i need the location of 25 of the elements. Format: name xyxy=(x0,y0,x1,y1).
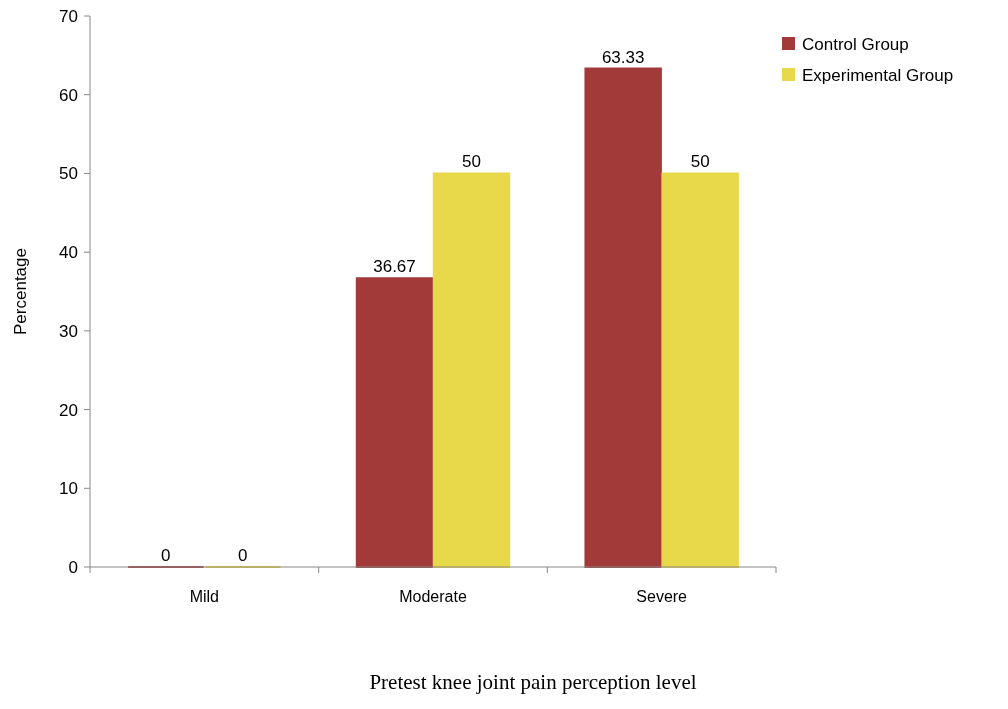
y-tick-label: 0 xyxy=(68,557,78,577)
y-tick-label: 60 xyxy=(59,85,78,105)
y-tick-label: 40 xyxy=(59,243,78,263)
y-tick-label: 30 xyxy=(59,321,78,341)
legend-label: Control Group xyxy=(802,34,909,54)
y-tick-label: 20 xyxy=(59,400,78,420)
data-label: 63.33 xyxy=(601,47,645,67)
x-axis-title: Pretest knee joint pain perception level xyxy=(369,670,697,694)
y-tick-label: 50 xyxy=(59,164,78,184)
x-tick-label: Mild xyxy=(189,588,220,605)
data-label: 36.67 xyxy=(373,257,416,277)
y-tick-label: 70 xyxy=(59,6,78,26)
data-label: 50 xyxy=(462,152,481,172)
bar xyxy=(661,172,739,568)
data-label: 50 xyxy=(690,152,710,172)
x-tick-label: Moderate xyxy=(399,588,467,605)
data-label: 0 xyxy=(238,546,248,565)
x-tick-label: Severe xyxy=(636,588,688,605)
y-axis-title: Percentage xyxy=(11,248,30,335)
y-tick-label: 10 xyxy=(59,479,78,499)
bar xyxy=(584,67,662,568)
bar xyxy=(355,277,434,568)
bar xyxy=(432,172,511,568)
data-label: 0 xyxy=(161,546,171,565)
legend-label: Experimental Group xyxy=(802,65,954,85)
